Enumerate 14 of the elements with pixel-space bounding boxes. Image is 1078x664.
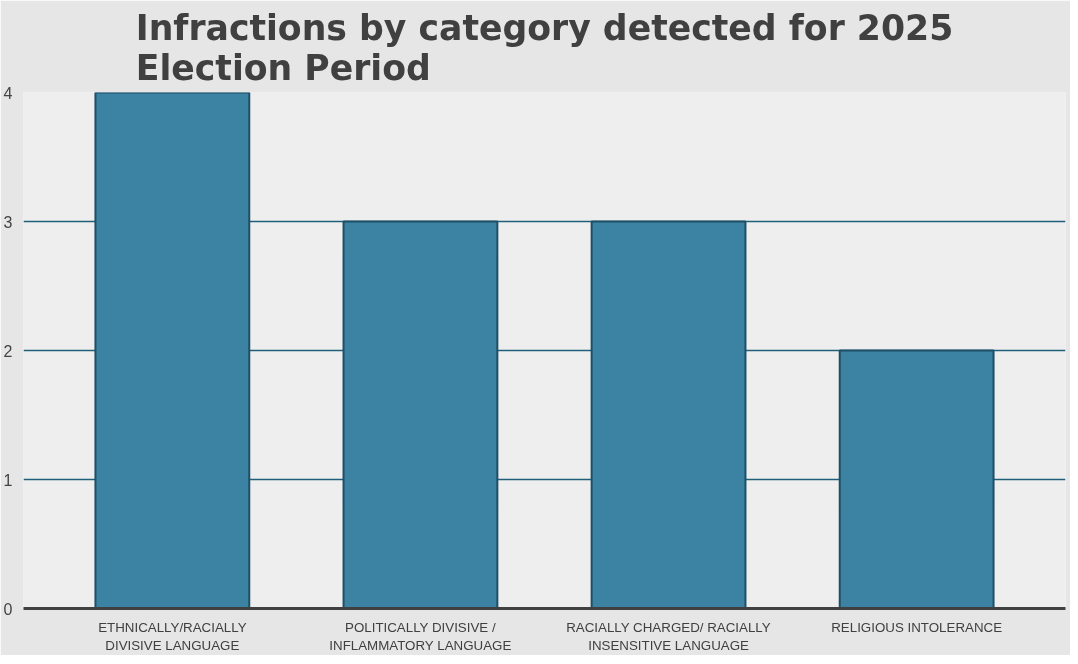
x-tick-label: RELIGIOUS INTOLERANCE: [831, 619, 1003, 635]
bar: [590, 220, 747, 609]
bar: [342, 220, 499, 609]
y-tick-label: 4: [3, 84, 13, 102]
y-tick-label: 3: [3, 213, 13, 231]
y-tick-label: 2: [3, 342, 13, 360]
bar: [838, 349, 995, 609]
bar: [94, 92, 251, 609]
y-tick-label: 1: [3, 471, 13, 489]
chart-title: Infractions by category detected for 2025 Election Period: [135, 7, 954, 88]
x-tick-label: POLITICALLY DIVISIVE / INFLAMMATORY LANGUAGE: [329, 619, 512, 653]
x-tick-label: ETHNICALLY/RACIALLY DIVISIVE LANGUAGE: [98, 619, 247, 653]
x-tick-label: RACIALLY CHARGED/ RACIALLY INSENSITIVE LANGUAGE: [566, 619, 771, 653]
y-tick-label: 0: [3, 600, 13, 618]
